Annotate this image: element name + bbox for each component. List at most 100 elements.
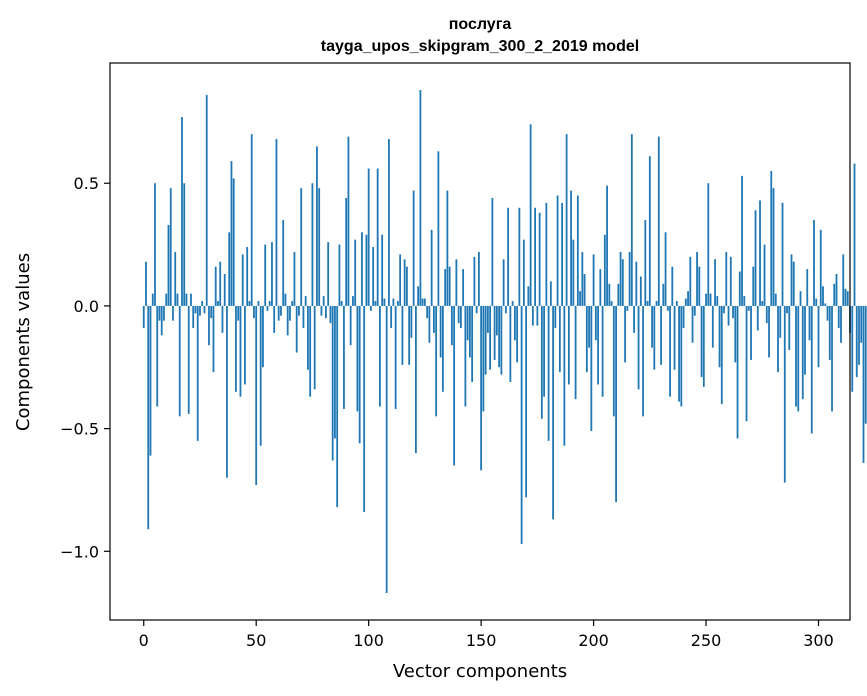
bar bbox=[563, 305, 566, 446]
bar bbox=[149, 305, 152, 456]
bar bbox=[480, 305, 483, 471]
bar bbox=[430, 229, 433, 306]
bar bbox=[736, 305, 739, 439]
bar bbox=[626, 305, 629, 311]
bar bbox=[286, 305, 289, 336]
x-tick-label: 200 bbox=[578, 631, 609, 650]
bar bbox=[392, 298, 395, 306]
bar bbox=[828, 305, 831, 360]
x-tick-label: 250 bbox=[691, 631, 722, 650]
bar bbox=[545, 202, 548, 306]
bar bbox=[304, 296, 307, 306]
bar bbox=[248, 301, 251, 306]
bar bbox=[822, 286, 824, 306]
bar bbox=[428, 305, 431, 343]
bar bbox=[226, 305, 228, 478]
bar bbox=[151, 293, 154, 306]
bar bbox=[750, 305, 752, 360]
bar bbox=[520, 305, 523, 544]
bar bbox=[561, 202, 563, 306]
bar bbox=[473, 256, 476, 306]
bar bbox=[280, 305, 282, 316]
bar bbox=[208, 305, 210, 346]
bar bbox=[390, 305, 393, 328]
bar bbox=[516, 305, 519, 363]
bar bbox=[826, 305, 829, 321]
bar bbox=[367, 168, 370, 306]
bar bbox=[601, 305, 604, 397]
bar bbox=[725, 251, 728, 306]
bar bbox=[277, 305, 280, 321]
bar bbox=[257, 301, 260, 306]
bar bbox=[558, 305, 561, 373]
bar bbox=[453, 305, 456, 466]
bar bbox=[529, 124, 532, 306]
bar bbox=[361, 232, 363, 306]
bar bbox=[435, 305, 438, 417]
bar bbox=[759, 200, 761, 306]
bar bbox=[633, 305, 635, 333]
bar bbox=[372, 247, 375, 306]
bar bbox=[648, 156, 651, 306]
bar bbox=[698, 266, 701, 306]
bar bbox=[531, 305, 534, 326]
bar bbox=[172, 305, 174, 321]
bar bbox=[370, 305, 372, 311]
bar bbox=[165, 293, 168, 306]
bar bbox=[590, 305, 593, 432]
bar bbox=[637, 305, 640, 390]
bar bbox=[154, 183, 156, 306]
bar bbox=[250, 134, 253, 306]
bar bbox=[318, 188, 321, 306]
bar bbox=[610, 301, 613, 306]
y-tick-label: 0.5 bbox=[74, 174, 99, 193]
bar bbox=[210, 305, 213, 319]
bar bbox=[603, 234, 606, 306]
bar bbox=[244, 305, 246, 385]
bars-group bbox=[142, 89, 867, 594]
bar bbox=[810, 305, 813, 434]
bar bbox=[167, 224, 170, 306]
bar bbox=[779, 305, 782, 338]
bar bbox=[363, 305, 366, 513]
bar bbox=[853, 163, 856, 306]
bar bbox=[720, 305, 723, 405]
bar bbox=[536, 305, 539, 326]
bar bbox=[468, 305, 471, 358]
bar bbox=[334, 305, 336, 439]
bar bbox=[511, 301, 514, 306]
bar bbox=[271, 242, 273, 306]
bar bbox=[349, 305, 352, 346]
bar bbox=[262, 305, 264, 368]
bar bbox=[439, 305, 442, 358]
bar bbox=[723, 305, 725, 314]
bar bbox=[325, 305, 327, 319]
bar bbox=[702, 305, 705, 387]
bar bbox=[813, 220, 815, 306]
bar bbox=[745, 305, 748, 422]
bar bbox=[421, 298, 424, 306]
bar bbox=[574, 305, 577, 400]
plot-area-frame bbox=[109, 62, 851, 621]
bar bbox=[687, 291, 689, 306]
bar bbox=[406, 266, 408, 306]
bar bbox=[241, 254, 244, 306]
bar bbox=[482, 305, 485, 412]
bar bbox=[732, 305, 734, 319]
bar bbox=[163, 305, 165, 321]
bar bbox=[693, 305, 696, 316]
bar bbox=[383, 298, 386, 306]
bar bbox=[714, 259, 716, 306]
bar bbox=[835, 274, 838, 306]
bar bbox=[801, 305, 804, 400]
bar bbox=[543, 305, 545, 397]
bar bbox=[642, 305, 644, 417]
bar bbox=[507, 207, 510, 306]
bar bbox=[300, 188, 303, 306]
bar bbox=[426, 305, 429, 319]
bar bbox=[205, 94, 208, 306]
bar bbox=[282, 220, 285, 306]
bar bbox=[527, 286, 530, 306]
bar bbox=[246, 247, 249, 306]
y-tick-label: −0.5 bbox=[60, 420, 99, 439]
